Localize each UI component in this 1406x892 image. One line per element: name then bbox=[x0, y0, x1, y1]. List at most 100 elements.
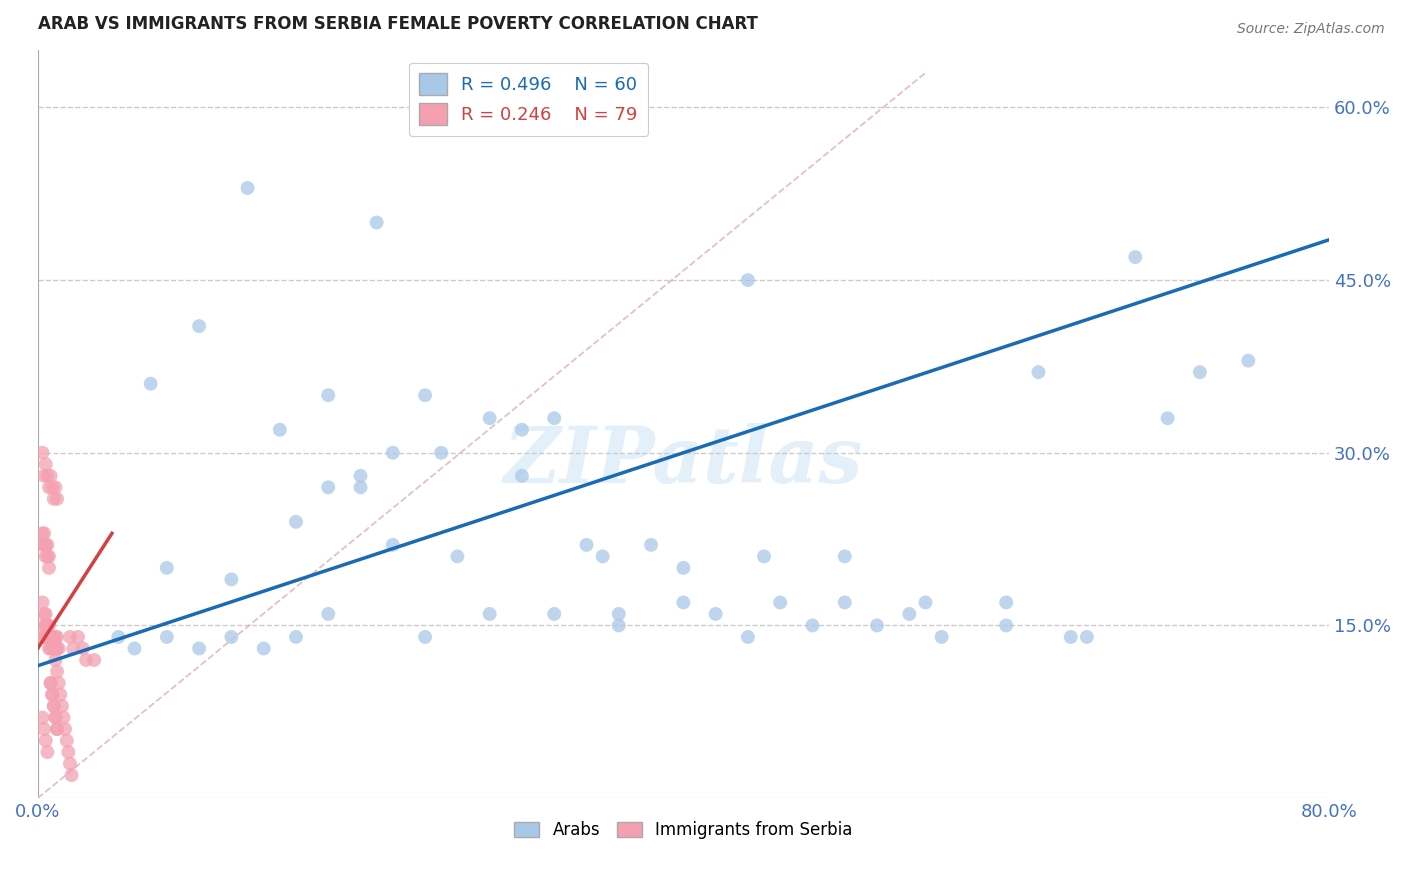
Text: Source: ZipAtlas.com: Source: ZipAtlas.com bbox=[1237, 22, 1385, 37]
Point bbox=[37, 745, 59, 759]
Point bbox=[478, 607, 501, 621]
Point bbox=[39, 630, 62, 644]
Point bbox=[156, 561, 179, 575]
Point bbox=[46, 641, 69, 656]
Point bbox=[44, 630, 66, 644]
Point bbox=[58, 745, 80, 759]
Point bbox=[139, 376, 162, 391]
Point bbox=[41, 630, 63, 644]
Point bbox=[592, 549, 614, 564]
Point bbox=[381, 446, 404, 460]
Point bbox=[32, 538, 55, 552]
Point bbox=[35, 618, 58, 632]
Point bbox=[801, 618, 824, 632]
Point bbox=[914, 595, 936, 609]
Point bbox=[44, 653, 66, 667]
Point bbox=[44, 710, 66, 724]
Point bbox=[38, 549, 60, 564]
Point bbox=[41, 688, 63, 702]
Point bbox=[316, 388, 339, 402]
Point bbox=[284, 515, 307, 529]
Point bbox=[995, 618, 1018, 632]
Point bbox=[39, 676, 62, 690]
Point bbox=[35, 630, 58, 644]
Point bbox=[672, 595, 695, 609]
Point bbox=[46, 722, 69, 736]
Point bbox=[366, 215, 388, 229]
Point bbox=[1237, 353, 1260, 368]
Point bbox=[53, 722, 76, 736]
Point bbox=[39, 630, 62, 644]
Point bbox=[42, 699, 65, 714]
Text: ZIPatlas: ZIPatlas bbox=[503, 423, 863, 500]
Point bbox=[32, 468, 55, 483]
Point bbox=[413, 388, 436, 402]
Point bbox=[446, 549, 468, 564]
Point bbox=[834, 549, 856, 564]
Point bbox=[349, 468, 371, 483]
Point bbox=[75, 653, 97, 667]
Point bbox=[543, 607, 565, 621]
Point bbox=[41, 688, 63, 702]
Point bbox=[37, 468, 59, 483]
Point bbox=[37, 549, 59, 564]
Point bbox=[1028, 365, 1050, 379]
Point bbox=[737, 630, 759, 644]
Point bbox=[41, 641, 63, 656]
Point bbox=[672, 561, 695, 575]
Point bbox=[269, 423, 291, 437]
Point bbox=[284, 630, 307, 644]
Point bbox=[42, 491, 65, 506]
Point bbox=[575, 538, 598, 552]
Point bbox=[37, 630, 59, 644]
Point bbox=[316, 607, 339, 621]
Point bbox=[72, 641, 94, 656]
Point bbox=[769, 595, 792, 609]
Point bbox=[1123, 250, 1146, 264]
Point bbox=[1060, 630, 1083, 644]
Point bbox=[430, 446, 453, 460]
Point bbox=[51, 699, 73, 714]
Point bbox=[39, 641, 62, 656]
Point bbox=[48, 641, 70, 656]
Point bbox=[221, 573, 243, 587]
Point bbox=[83, 653, 105, 667]
Point bbox=[38, 630, 60, 644]
Point bbox=[39, 468, 62, 483]
Point bbox=[32, 722, 55, 736]
Point bbox=[38, 561, 60, 575]
Point bbox=[31, 538, 53, 552]
Point bbox=[44, 710, 66, 724]
Point bbox=[31, 446, 53, 460]
Point bbox=[38, 480, 60, 494]
Point bbox=[67, 630, 90, 644]
Point bbox=[39, 676, 62, 690]
Point bbox=[46, 491, 69, 506]
Point bbox=[52, 710, 75, 724]
Point bbox=[46, 722, 69, 736]
Point bbox=[35, 549, 58, 564]
Point bbox=[41, 480, 63, 494]
Point bbox=[42, 641, 65, 656]
Point bbox=[46, 665, 69, 679]
Point bbox=[737, 273, 759, 287]
Point bbox=[60, 768, 83, 782]
Point bbox=[32, 526, 55, 541]
Point bbox=[38, 618, 60, 632]
Point bbox=[349, 480, 371, 494]
Point bbox=[49, 688, 72, 702]
Point bbox=[316, 480, 339, 494]
Point bbox=[640, 538, 662, 552]
Point bbox=[156, 630, 179, 644]
Point bbox=[752, 549, 775, 564]
Point bbox=[834, 595, 856, 609]
Point bbox=[62, 641, 84, 656]
Point bbox=[607, 607, 630, 621]
Point bbox=[866, 618, 889, 632]
Point bbox=[510, 468, 533, 483]
Point bbox=[44, 641, 66, 656]
Point bbox=[35, 538, 58, 552]
Point bbox=[221, 630, 243, 644]
Point bbox=[31, 595, 53, 609]
Point bbox=[898, 607, 921, 621]
